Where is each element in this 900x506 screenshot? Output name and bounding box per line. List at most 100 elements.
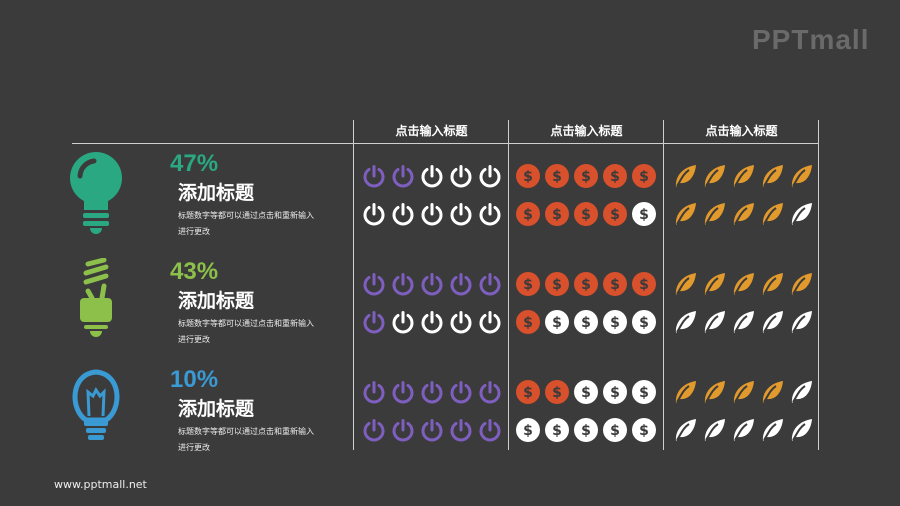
column-divider bbox=[508, 120, 509, 450]
power-icon bbox=[449, 202, 473, 230]
dollar-icon: $ bbox=[632, 164, 656, 192]
leaf-icon bbox=[702, 380, 726, 408]
dollar-icon: $ bbox=[545, 418, 569, 446]
leaf-icon bbox=[702, 272, 726, 300]
dollar-icon: $ bbox=[574, 380, 598, 408]
leaf-icon bbox=[760, 202, 784, 230]
column-header: 点击输入标题 bbox=[395, 124, 468, 138]
dollar-icon: $ bbox=[516, 202, 540, 230]
svg-text:$: $ bbox=[639, 385, 649, 401]
dollar-icon: $ bbox=[516, 418, 540, 446]
svg-text:$: $ bbox=[610, 169, 620, 185]
leaf-icon bbox=[789, 202, 813, 230]
column-divider bbox=[353, 120, 354, 450]
power-icon bbox=[391, 164, 415, 192]
dollar-icon: $ bbox=[603, 272, 627, 300]
svg-text:$: $ bbox=[552, 423, 562, 439]
percent-value: 43% bbox=[170, 258, 219, 285]
dollar-icon: $ bbox=[603, 202, 627, 230]
leaf-icon bbox=[760, 272, 784, 300]
column-header: 点击输入标题 bbox=[705, 124, 778, 138]
power-icon bbox=[362, 272, 386, 300]
power-icon bbox=[478, 202, 502, 230]
dollar-icon: $ bbox=[632, 418, 656, 446]
svg-text:$: $ bbox=[523, 315, 533, 331]
dollar-icon: $ bbox=[603, 380, 627, 408]
item-title: 添加标题 bbox=[178, 182, 255, 204]
power-icon-grid bbox=[362, 272, 502, 338]
power-icon bbox=[449, 164, 473, 192]
item-description: 标题数字等都可以通过点击和重新输入进行更改 bbox=[178, 319, 314, 344]
leaf-icon bbox=[789, 164, 813, 192]
leaf-icon bbox=[673, 418, 697, 446]
svg-text:$: $ bbox=[523, 423, 533, 439]
power-icon bbox=[362, 310, 386, 338]
item-title: 添加标题 bbox=[178, 290, 255, 312]
column-divider bbox=[818, 120, 819, 450]
svg-text:$: $ bbox=[581, 277, 591, 293]
svg-text:$: $ bbox=[610, 315, 620, 331]
dollar-icon: $ bbox=[603, 418, 627, 446]
power-icon bbox=[391, 202, 415, 230]
leaf-icon bbox=[731, 418, 755, 446]
power-icon-grid bbox=[362, 380, 502, 446]
power-icon bbox=[478, 164, 502, 192]
dollar-icon: $ bbox=[574, 310, 598, 338]
svg-text:$: $ bbox=[639, 169, 649, 185]
item-title: 添加标题 bbox=[178, 398, 255, 420]
leaf-icon bbox=[760, 164, 784, 192]
power-icon bbox=[449, 272, 473, 300]
leaf-icon bbox=[760, 310, 784, 338]
power-icon bbox=[449, 418, 473, 446]
leaf-icon bbox=[673, 272, 697, 300]
leaf-icon bbox=[731, 202, 755, 230]
leaf-icon bbox=[731, 380, 755, 408]
leaf-icon bbox=[673, 310, 697, 338]
dollar-icon: $ bbox=[516, 164, 540, 192]
power-icon bbox=[420, 380, 444, 408]
svg-text:$: $ bbox=[639, 423, 649, 439]
leaf-icon bbox=[789, 310, 813, 338]
dollar-icon: $ bbox=[632, 380, 656, 408]
leaf-icon bbox=[789, 380, 813, 408]
leaf-icon-grid bbox=[673, 380, 813, 446]
svg-text:$: $ bbox=[552, 315, 562, 331]
dollar-icon-grid: $ $ $ $ $ $ $ $ $ $ bbox=[516, 380, 656, 446]
dollar-icon: $ bbox=[545, 272, 569, 300]
website-url: www.pptmall.net bbox=[54, 478, 147, 491]
dollar-icon: $ bbox=[603, 310, 627, 338]
svg-text:$: $ bbox=[523, 385, 533, 401]
dollar-icon: $ bbox=[545, 202, 569, 230]
svg-text:$: $ bbox=[639, 277, 649, 293]
dollar-icon: $ bbox=[545, 380, 569, 408]
leaf-icon bbox=[731, 272, 755, 300]
leaf-icon bbox=[702, 202, 726, 230]
svg-text:$: $ bbox=[610, 277, 620, 293]
item-description: 标题数字等都可以通过点击和重新输入进行更改 bbox=[178, 427, 314, 452]
leaf-icon bbox=[789, 418, 813, 446]
leaf-icon bbox=[789, 272, 813, 300]
svg-text:$: $ bbox=[581, 423, 591, 439]
dollar-icon: $ bbox=[632, 272, 656, 300]
dollar-icon: $ bbox=[632, 310, 656, 338]
svg-text:$: $ bbox=[639, 315, 649, 331]
leaf-icon bbox=[702, 418, 726, 446]
leaf-icon bbox=[673, 380, 697, 408]
power-icon bbox=[362, 418, 386, 446]
power-icon bbox=[420, 202, 444, 230]
dollar-icon: $ bbox=[603, 164, 627, 192]
power-icon bbox=[391, 418, 415, 446]
power-icon bbox=[420, 272, 444, 300]
dollar-icon: $ bbox=[516, 272, 540, 300]
dollar-icon: $ bbox=[545, 310, 569, 338]
svg-text:$: $ bbox=[552, 277, 562, 293]
svg-text:$: $ bbox=[610, 385, 620, 401]
svg-text:$: $ bbox=[610, 207, 620, 223]
column-divider bbox=[663, 120, 664, 450]
dollar-icon-grid: $ $ $ $ $ $ $ $ $ $ bbox=[516, 272, 656, 338]
power-icon bbox=[420, 418, 444, 446]
dollar-icon-grid: $ $ $ $ $ $ $ $ $ $ bbox=[516, 164, 656, 230]
dollar-icon: $ bbox=[574, 164, 598, 192]
dollar-icon: $ bbox=[574, 418, 598, 446]
dollar-icon: $ bbox=[516, 310, 540, 338]
